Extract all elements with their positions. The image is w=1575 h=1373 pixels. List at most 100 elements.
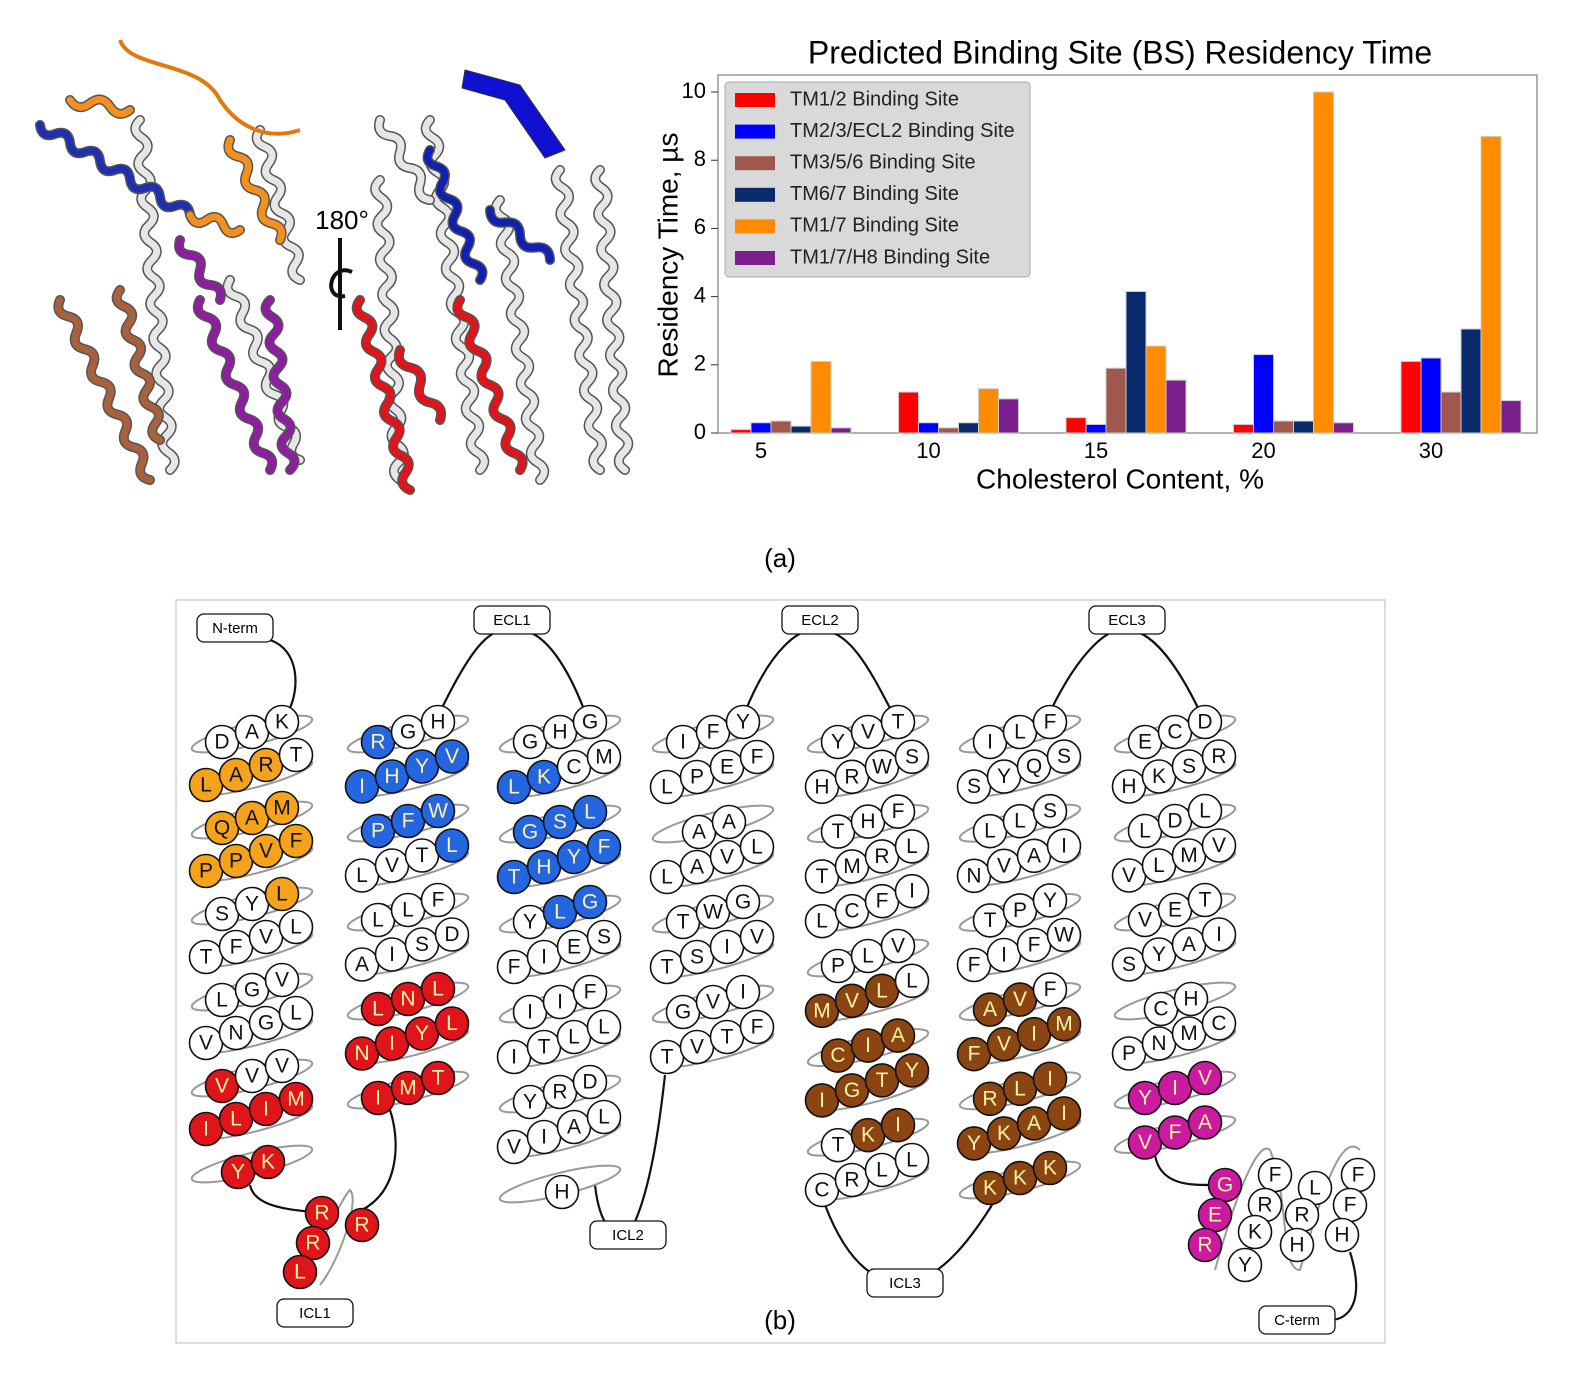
residue (739, 739, 775, 775)
helix-ribbon (552, 166, 606, 474)
residue-label: E (1168, 899, 1182, 922)
y-tick-label: 6 (694, 214, 706, 239)
label-text: C-term (1274, 1312, 1320, 1329)
residue (420, 704, 456, 740)
residue (264, 962, 300, 998)
helix-ribbon (375, 116, 434, 204)
residue-label: R (1294, 1204, 1309, 1227)
residue (894, 739, 930, 775)
residue-label: V (385, 854, 399, 877)
loop-line (361, 1109, 397, 1211)
residue-label: Y (1043, 889, 1057, 912)
protein-structures (35, 39, 634, 495)
residue-label: F (598, 836, 611, 859)
residue-label: V (1138, 1131, 1152, 1154)
bar (998, 398, 1019, 434)
residue-label: D (1197, 711, 1212, 734)
residue-label: L (598, 1106, 610, 1129)
loop-line (1153, 1154, 1211, 1187)
bar (1460, 328, 1482, 434)
residue-label: R (1211, 745, 1226, 768)
y-tick-label: 10 (682, 78, 706, 103)
residue (1187, 1060, 1223, 1096)
residue-label: I (375, 1087, 381, 1110)
residue-label: F (1352, 1164, 1365, 1187)
residue-label: Q (214, 817, 230, 840)
residue-label: P (199, 860, 213, 883)
residue-label: L (661, 866, 673, 889)
residue-label: L (290, 916, 302, 939)
residue-label: K (1152, 765, 1166, 788)
residue (344, 1207, 380, 1243)
residue-label: V (275, 969, 289, 992)
panel-label: (a) (764, 543, 796, 573)
region-label: C-term (1258, 1305, 1336, 1335)
residue-label: L (402, 899, 414, 922)
bar (1400, 360, 1422, 434)
residue (572, 884, 608, 920)
residue-label: S (967, 775, 981, 798)
residue-label: V (259, 840, 273, 863)
residue (1187, 704, 1223, 740)
bar (810, 360, 832, 434)
bar (1253, 354, 1274, 434)
residue (264, 704, 300, 740)
helix-ribbon (186, 211, 244, 237)
snake-frame (175, 599, 1386, 1344)
residue-label: Y (231, 1161, 245, 1184)
residue (894, 963, 930, 999)
residue (586, 739, 622, 775)
label-box (781, 605, 859, 635)
residue-label: Y (415, 1022, 429, 1045)
residue-label: V (275, 1055, 289, 1078)
residue (264, 790, 300, 826)
residue (572, 704, 608, 740)
x-tick-label: 30 (1419, 438, 1443, 463)
label-box (473, 605, 551, 635)
helix-ribbon (591, 166, 632, 474)
residue (1046, 739, 1082, 774)
label-box (589, 1220, 667, 1250)
bar (1085, 423, 1107, 434)
residue-label: V (861, 721, 875, 744)
residue-label: H (536, 856, 551, 879)
residue-label: P (1122, 1042, 1136, 1065)
helix-ribbon (113, 286, 164, 444)
label-text: ECL2 (801, 612, 839, 629)
residue-label: L (276, 883, 288, 906)
residue-label: W (428, 800, 448, 823)
residue-label: V (1198, 1067, 1212, 1090)
residue (278, 909, 314, 945)
residue-label: I (263, 1098, 269, 1121)
residue-label: V (690, 1036, 704, 1059)
loop-line (269, 638, 297, 713)
residue-label: L (508, 776, 520, 799)
residue-label: Y (997, 765, 1011, 788)
residue (434, 739, 470, 774)
residue-label: I (895, 1114, 901, 1137)
residue-label: M (287, 1088, 305, 1111)
bar (1480, 135, 1502, 434)
residue (278, 995, 314, 1031)
legend-label: TM6/7 Binding Site (790, 183, 959, 205)
residue-label: L (568, 1026, 580, 1049)
residue-label: R (305, 1232, 320, 1255)
bar (1125, 291, 1147, 434)
residue-label: A (245, 807, 259, 830)
residue (1046, 1096, 1082, 1131)
residue-label: V (1138, 909, 1152, 932)
residue-label: H (1289, 1234, 1304, 1257)
residue-label: T (661, 1046, 674, 1069)
residue-label: F (876, 890, 889, 913)
residue-label: L (446, 1012, 458, 1035)
label-box (196, 613, 274, 643)
bar (830, 427, 852, 434)
residue-label: Y (523, 911, 537, 934)
residue-label: I (1061, 1102, 1067, 1125)
residue-label: G (1217, 1174, 1233, 1197)
residue-label: I (1047, 1067, 1053, 1090)
residue (1201, 828, 1237, 863)
residue-label: L (1139, 820, 1151, 843)
residue (880, 704, 916, 740)
residue-label: V (706, 991, 720, 1014)
